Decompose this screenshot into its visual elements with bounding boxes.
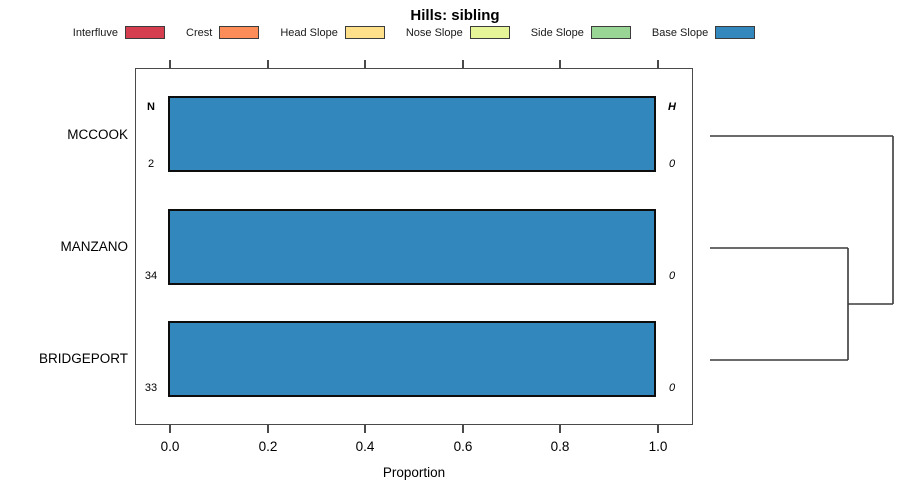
- x-tick-label: 0.0: [160, 439, 180, 454]
- x-axis-tick: [657, 60, 659, 68]
- legend-swatch-side-slope: [590, 26, 631, 39]
- x-axis-tick: [462, 60, 464, 68]
- x-tick-label: 1.0: [648, 439, 668, 454]
- row-label-manzano: MANZANO: [60, 239, 129, 254]
- n-value-bridgeport: 33: [144, 382, 158, 394]
- x-axis-tick: [559, 425, 561, 433]
- legend-swatch-nose-slope: [469, 26, 510, 39]
- row-label-mccook: MCCOOK: [67, 127, 128, 142]
- legend: Interfluve Crest Head Slope Nose Slope S…: [0, 26, 828, 39]
- x-axis-tick: [657, 425, 659, 433]
- legend-item-nose-slope: Nose Slope: [406, 26, 510, 39]
- legend-swatch-base-slope: [715, 26, 756, 39]
- x-tick-label: 0.2: [258, 439, 278, 454]
- h-value-mccook: 0: [668, 158, 676, 170]
- legend-swatch-head-slope: [344, 26, 385, 39]
- legend-item-side-slope: Side Slope: [531, 26, 631, 39]
- legend-swatch-interfluve: [125, 26, 166, 39]
- legend-item-crest: Crest: [186, 26, 260, 39]
- legend-label: Side Slope: [530, 26, 584, 39]
- x-axis-tick: [559, 60, 561, 68]
- x-tick-label: 0.8: [550, 439, 570, 454]
- h-value-bridgeport: 0: [668, 382, 676, 394]
- legend-label: Crest: [186, 26, 213, 39]
- row-label-bridgeport: BRIDGEPORT: [38, 351, 128, 366]
- legend-swatch-crest: [219, 26, 260, 39]
- legend-label: Interfluve: [72, 26, 119, 39]
- x-axis-tick: [169, 425, 171, 433]
- chart-title: Hills: sibling: [410, 7, 500, 24]
- x-tick-label: 0.4: [355, 439, 375, 454]
- bar-mccook-base-slope: [168, 96, 656, 172]
- legend-item-interfluve: Interfluve: [72, 26, 166, 39]
- x-axis-tick: [364, 425, 366, 433]
- x-axis-tick: [267, 60, 269, 68]
- legend-label: Base Slope: [651, 26, 709, 39]
- x-axis-tick: [462, 425, 464, 433]
- x-tick-label: 0.6: [453, 439, 473, 454]
- x-axis-tick: [364, 60, 366, 68]
- x-axis-title: Proportion: [382, 465, 446, 480]
- legend-label: Head Slope: [280, 26, 338, 39]
- n-column-header: N: [147, 101, 155, 113]
- legend-label: Nose Slope: [405, 26, 463, 39]
- legend-item-base-slope: Base Slope: [651, 26, 756, 39]
- n-value-manzano: 34: [144, 270, 158, 282]
- bar-bridgeport-base-slope: [168, 321, 656, 397]
- x-axis-tick: [267, 425, 269, 433]
- n-value-mccook: 2: [147, 158, 155, 170]
- x-axis-tick: [169, 60, 171, 68]
- h-column-header: H: [668, 101, 676, 113]
- legend-item-head-slope: Head Slope: [280, 26, 385, 39]
- bar-manzano-base-slope: [168, 209, 656, 285]
- h-value-manzano: 0: [668, 270, 676, 282]
